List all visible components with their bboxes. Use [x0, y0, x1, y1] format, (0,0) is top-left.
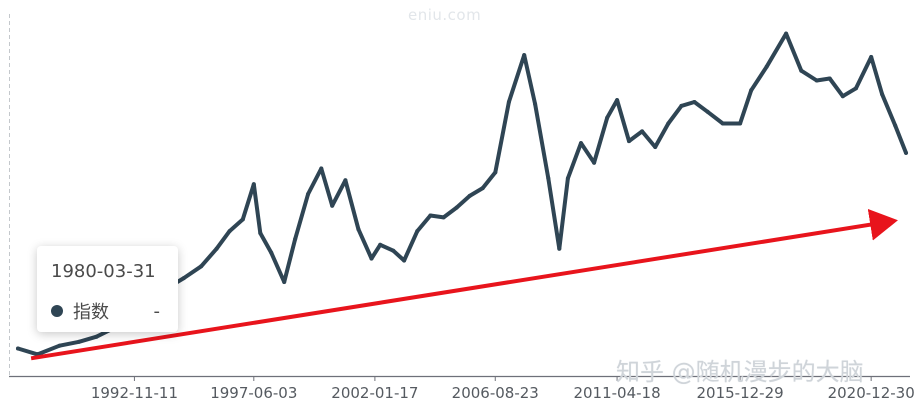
trend-arrow — [30, 208, 898, 361]
data-point[interactable] — [679, 103, 684, 108]
tooltip-series-value: - — [153, 300, 161, 322]
data-point[interactable] — [467, 193, 472, 198]
data-point[interactable] — [605, 115, 610, 120]
data-point[interactable] — [480, 186, 485, 191]
data-point[interactable] — [199, 264, 204, 269]
data-point[interactable] — [343, 178, 348, 183]
x-tick-label: 2015-12-29 — [697, 384, 784, 402]
data-point[interactable] — [402, 258, 407, 263]
data-point[interactable] — [592, 160, 597, 165]
x-tick-label: 1992-11-11 — [91, 384, 178, 402]
data-point[interactable] — [749, 88, 754, 93]
trend-arrow-layer — [30, 208, 898, 361]
data-point[interactable] — [454, 205, 459, 210]
data-point[interactable] — [16, 346, 20, 351]
data-point[interactable] — [77, 339, 82, 344]
data-point[interactable] — [181, 276, 186, 281]
data-point[interactable] — [784, 31, 789, 36]
data-point[interactable] — [240, 217, 245, 222]
data-point[interactable] — [293, 236, 298, 241]
data-point[interactable] — [258, 231, 263, 236]
x-tick-label: 2020-12-30 — [828, 384, 915, 402]
data-point[interactable] — [557, 246, 562, 251]
data-point[interactable] — [330, 203, 335, 208]
data-point[interactable] — [522, 53, 527, 58]
x-tick-label: 2006-08-23 — [452, 384, 539, 402]
series-layer — [16, 31, 908, 357]
data-point[interactable] — [869, 55, 874, 59]
data-point[interactable] — [306, 192, 311, 196]
data-point[interactable] — [615, 98, 620, 103]
data-point[interactable] — [565, 176, 570, 181]
tooltip-date: 1980-03-31 — [51, 261, 156, 282]
data-point[interactable] — [666, 121, 671, 126]
data-point[interactable] — [764, 64, 769, 69]
data-point[interactable] — [378, 242, 383, 247]
data-point[interactable] — [579, 141, 583, 146]
data-point[interactable] — [904, 150, 908, 155]
data-point[interactable] — [533, 102, 538, 106]
data-point[interactable] — [738, 121, 743, 126]
data-point[interactable] — [893, 123, 898, 128]
data-point[interactable] — [692, 100, 697, 104]
data-point[interactable] — [251, 182, 256, 187]
zhihu-watermark: 知乎 @随机漫步的大脑 — [616, 358, 864, 386]
data-point[interactable] — [415, 229, 420, 234]
data-point[interactable] — [319, 166, 324, 171]
data-point[interactable] — [799, 68, 804, 73]
series-dot-icon — [51, 305, 63, 317]
tooltip-series-name: 指数 — [73, 302, 109, 323]
data-point[interactable] — [720, 121, 725, 126]
data-point[interactable] — [214, 246, 219, 251]
tooltip-series-row: 指数 - — [51, 298, 164, 324]
data-point[interactable] — [441, 215, 446, 220]
data-point[interactable] — [705, 109, 710, 114]
x-tick-label: 2002-01-17 — [331, 384, 418, 402]
data-point[interactable] — [653, 145, 658, 149]
data-point[interactable] — [269, 250, 274, 255]
data-point[interactable] — [640, 129, 645, 134]
data-point[interactable] — [827, 76, 832, 81]
x-axis-ticks: 1992-11-11 1997-06-03 2002-01-17 2006-08-23… — [91, 376, 915, 402]
data-point[interactable] — [840, 94, 845, 99]
eniu-watermark: eniu.com — [408, 6, 482, 24]
data-point[interactable] — [428, 213, 433, 218]
chart-tooltip: 1980-03-31 指数 - — [37, 246, 178, 332]
series-line-index[interactable] — [16, 31, 908, 357]
data-point[interactable] — [546, 176, 551, 181]
data-point[interactable] — [493, 170, 498, 175]
data-point[interactable] — [854, 86, 858, 91]
data-point[interactable] — [227, 229, 232, 234]
data-point[interactable] — [369, 256, 374, 261]
data-point[interactable] — [282, 280, 287, 284]
data-point[interactable] — [506, 100, 511, 104]
data-point[interactable] — [814, 78, 819, 83]
data-point[interactable] — [356, 227, 361, 232]
data-point[interactable] — [880, 92, 885, 97]
x-tick-label: 1997-06-03 — [210, 384, 297, 402]
data-point[interactable] — [391, 248, 396, 253]
x-tick-label: 2011-04-18 — [573, 384, 660, 402]
data-point[interactable] — [94, 334, 99, 339]
data-point[interactable] — [627, 139, 631, 144]
data-point[interactable] — [57, 343, 62, 348]
